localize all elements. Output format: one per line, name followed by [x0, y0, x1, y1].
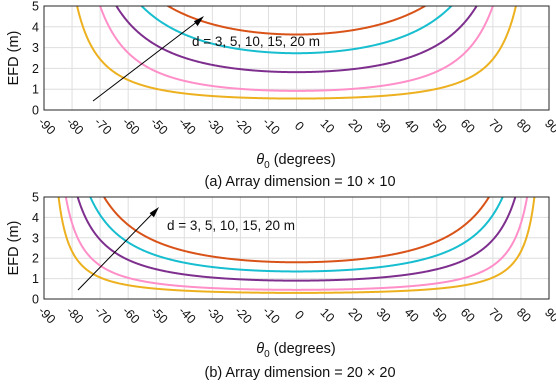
x-tick-label: 20: [346, 116, 366, 136]
x-axis-units-a: (degrees): [270, 152, 336, 168]
x-tick-label: 90: [542, 116, 556, 136]
x-tick-label: 0: [292, 308, 307, 323]
plot-frame-b: [43, 196, 550, 300]
series-d3-line: [57, 197, 536, 294]
x-tick-label: -30: [204, 115, 227, 138]
x-tick-label: 30: [374, 116, 394, 136]
trend-arrow-a: [92, 20, 199, 102]
chart-panel-a: 0 1 2 3 4 5 -90 -80 -70 -60 -50 -40 -30 -20 -10 0 10 20 3…: [6, 0, 556, 190]
series-group-b: [57, 197, 536, 294]
x-tick-label: -50: [148, 304, 171, 327]
x-tick-label: -90: [35, 115, 58, 138]
x-tick-label: -60: [120, 304, 143, 327]
series-d5-line: [99, 6, 494, 92]
x-tick-label: 30: [374, 305, 394, 325]
x-tick-label: 40: [402, 305, 422, 325]
y-tick-label: 5: [32, 191, 39, 205]
x-axis-symbol-a: θ: [256, 152, 264, 168]
x-axis-units-b: (degrees): [270, 341, 336, 357]
grid-lines-a: [43, 5, 550, 111]
x-tick-label: 80: [514, 116, 534, 136]
y-tick-label: 4: [32, 20, 39, 34]
x-axis-title-b: θ0 (degrees): [256, 341, 336, 360]
series-d5-line: [64, 197, 529, 291]
y-tick-label: 1: [32, 83, 39, 97]
x-tick-label: -40: [176, 115, 199, 138]
x-tick-label: 20: [346, 305, 366, 325]
trend-annotation-b: d = 3, 5, 10, 15, 20 m: [167, 218, 295, 233]
x-tick-label: -60: [120, 115, 143, 138]
series-d3-line: [76, 6, 517, 100]
x-tick-label: 60: [458, 305, 478, 325]
x-tick-label: 40: [402, 116, 422, 136]
x-tick-label: -40: [176, 304, 199, 327]
x-tick-label: 60: [458, 116, 478, 136]
x-axis-symbol-b: θ: [256, 341, 264, 357]
y-tick-label: 3: [32, 231, 39, 245]
y-tick-label: 5: [32, 0, 39, 14]
series-d10-line: [76, 197, 517, 282]
caption-a: (a) Array dimension = 10 × 10: [204, 174, 395, 190]
x-axis-title-a: θ0 (degrees): [256, 152, 336, 171]
y-axis-title-a: EFD (m): [6, 31, 22, 86]
y-tick-labels-a: 0 1 2 3 4 5: [32, 0, 39, 118]
y-tick-label: 4: [32, 211, 39, 225]
trend-annotation-a: d = 3, 5, 10, 15, 20 m: [192, 34, 320, 49]
x-tick-label: 90: [542, 305, 556, 325]
series-d15-line: [140, 6, 453, 55]
y-tick-label: 1: [32, 272, 39, 286]
series-d15-line: [89, 197, 504, 273]
series-group-a: [76, 6, 517, 100]
x-axis-subscript-b: 0: [264, 349, 270, 360]
series-d20-line: [166, 6, 427, 36]
x-tick-label: 70: [486, 305, 506, 325]
series-d20-line: [102, 197, 491, 264]
x-tick-label: -10: [260, 304, 283, 327]
x-tick-label: 10: [318, 305, 338, 325]
x-axis-subscript-a: 0: [264, 160, 270, 171]
y-tick-label: 0: [32, 293, 39, 307]
x-tick-label: 70: [486, 116, 506, 136]
x-tick-label: -20: [232, 115, 255, 138]
x-tick-label: 50: [430, 305, 450, 325]
x-tick-labels-b: -90 -80 -70 -60 -50 -40 -30 -20 -10 0 10 20 30 40 50 60…: [35, 304, 556, 327]
caption-b: (b) Array dimension = 20 × 20: [204, 365, 395, 381]
x-tick-label: -70: [92, 304, 115, 327]
plot-frame-a: [43, 5, 550, 111]
x-tick-label: 80: [514, 305, 534, 325]
trend-arrow-head-a: [193, 16, 204, 27]
x-tick-label: -10: [260, 115, 283, 138]
x-tick-label: -30: [204, 304, 227, 327]
y-tick-label: 2: [32, 62, 39, 76]
x-tick-label: 10: [318, 116, 338, 136]
series-d10-line: [115, 6, 478, 74]
chart-panel-b: 0 1 2 3 4 5 -90 -80 -70 -60 -50 -40 -30 -20 -10 0 10 20 3…: [6, 191, 556, 382]
x-tick-label: -80: [64, 115, 87, 138]
trend-arrow-b: [77, 211, 155, 291]
x-tick-label: -70: [92, 115, 115, 138]
x-tick-label: -20: [232, 304, 255, 327]
y-tick-label: 3: [32, 41, 39, 55]
x-tick-label: 50: [430, 116, 450, 136]
y-tick-label: 0: [32, 104, 39, 118]
y-tick-labels-b: 0 1 2 3 4 5: [32, 191, 39, 307]
x-tick-label: -80: [64, 304, 87, 327]
trend-arrow-head-b: [149, 207, 159, 218]
y-axis-title-b: EFD (m): [6, 221, 22, 276]
x-tick-labels-a: -90 -80 -70 -60 -50 -40 -30 -20 -10 0 10 20 30 40 50 60…: [35, 115, 556, 138]
x-tick-label: -90: [35, 304, 58, 327]
x-tick-label: 0: [292, 119, 307, 134]
x-tick-label: -50: [148, 115, 171, 138]
y-tick-label: 2: [32, 252, 39, 266]
